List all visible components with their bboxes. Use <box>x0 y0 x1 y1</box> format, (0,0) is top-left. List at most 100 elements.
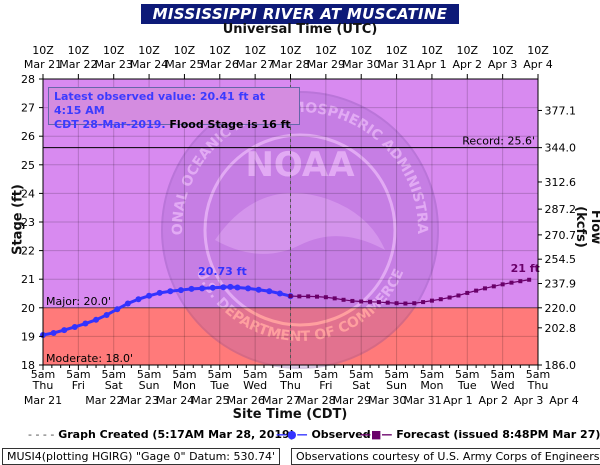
observed-point <box>146 292 153 299</box>
forecast-point <box>482 286 487 291</box>
forecast-point <box>368 299 373 304</box>
threshold-lines: Record: 25.6' Major: 20.0' Moderate: 18.0' <box>43 79 538 365</box>
x-tick-label-date: Apr 2 <box>479 394 509 407</box>
forecast-line <box>290 279 530 305</box>
y-tick-label-right: 237.9 <box>545 277 577 290</box>
x-tick-label-date: Mar 30 <box>368 394 406 407</box>
y-tick-label-left: 23 <box>21 216 35 229</box>
record-label: Record: 25.6' <box>462 135 535 148</box>
noaa-logo-text: NOAA <box>245 145 355 185</box>
forecast-point <box>323 295 328 300</box>
observed-point <box>156 289 163 296</box>
latest-observation-box: Latest observed value: 20.41 ft at 4:15 … <box>48 87 300 131</box>
y-tick-label-right: 202.8 <box>545 322 577 335</box>
forecast-point <box>412 301 417 306</box>
observed-point <box>93 316 100 323</box>
y-tick-label-right: 270.7 <box>545 229 577 242</box>
legend-forecast: —■— Forecast (issued 8:48PM Mar 27) <box>360 428 600 441</box>
x-tick-label-date: Mar 29 <box>333 394 371 407</box>
forecast-point <box>297 294 302 299</box>
forecast-point <box>306 294 311 299</box>
x-tick-label-weekday: Sat <box>352 379 371 392</box>
observed-point <box>82 320 89 327</box>
y-tick-label-left: 24 <box>21 187 35 200</box>
left-axis-title: Stage (ft) <box>10 184 26 255</box>
noaa-logo-inner <box>203 133 397 327</box>
legend-graph-created: - - - - Graph Created (5:17AM Mar 28, 20… <box>28 428 295 441</box>
forecast-point <box>465 290 470 295</box>
observed-point <box>199 285 206 292</box>
y-tick-label-left: 21 <box>21 273 35 286</box>
x-top-tick-label-date: Mar 26 <box>201 58 239 71</box>
observed-point <box>234 284 241 291</box>
forecast-point <box>438 297 443 302</box>
courtesy-footer: Observations courtesy of U.S. Army Corps… <box>291 448 600 465</box>
forecast-point <box>376 300 381 305</box>
y-tick-label-left: 20 <box>21 302 35 315</box>
y-tick-label-right: 254.5 <box>545 253 577 266</box>
latest-observation-line1: Latest observed value: 20.41 ft at 4:15 … <box>54 90 266 117</box>
x-top-tick-label-utc: 10Z <box>68 44 90 57</box>
x-tick-label-weekday: Fri <box>72 379 85 392</box>
x-tick-label-time: 5am <box>384 368 408 381</box>
y-tick-label-right: 220.0 <box>545 302 577 315</box>
y-tick-label-right: 186.0 <box>545 359 577 372</box>
x-tick-label-date: Apr 3 <box>514 394 544 407</box>
forecast-point <box>359 299 364 304</box>
x-tick-label-date: Apr 4 <box>549 394 579 407</box>
forecast-point <box>500 282 505 287</box>
observed-point <box>227 283 234 290</box>
chart-title-text: MISSISSIPPI RIVER AT MUSCATINE <box>140 4 460 24</box>
x-tick-label-date: Mar 21 <box>24 394 62 407</box>
chart-title: MISSISSIPPI RIVER AT MUSCATINE <box>0 4 600 24</box>
x-tick-label-time: 5am <box>208 368 232 381</box>
x-top-tick-label-utc: 10Z <box>350 44 372 57</box>
observed-point <box>61 327 68 334</box>
x-tick-label-time: 5am <box>314 368 338 381</box>
x-top-tick-label-date: Mar 23 <box>95 58 133 71</box>
y-tick-label-left: 28 <box>21 73 35 86</box>
x-top-tick-label-date: Mar 22 <box>59 58 97 71</box>
x-top-tick-label-date: Apr 2 <box>453 58 483 71</box>
forecast-point <box>491 284 496 289</box>
series-layer: 20.73 ft 21 ft <box>40 262 540 338</box>
x-tick-label-weekday: Sat <box>105 379 124 392</box>
y-tick-label-left: 18 <box>21 359 35 372</box>
observed-point <box>135 296 142 303</box>
x-top-tick-label-utc: 10Z <box>103 44 125 57</box>
major-label: Major: 20.0' <box>46 295 111 308</box>
forecast-point <box>527 277 532 282</box>
x-tick-label-time: 5am <box>349 368 373 381</box>
moderate-label: Moderate: 18.0' <box>46 352 133 365</box>
legend-observed: —●— Observed <box>276 428 371 441</box>
x-tick-label-date: Mar 27 <box>262 394 300 407</box>
observed-point <box>220 284 227 291</box>
forecast-point <box>288 294 293 299</box>
y-tick-label-left: 25 <box>21 159 35 172</box>
noaa-logo-circle <box>161 91 439 369</box>
right-axis-title: Flow (kcfs) <box>573 206 600 248</box>
y-tick-label-left: 22 <box>21 245 35 258</box>
y-tick-label-right: 377.1 <box>545 104 577 117</box>
x-tick-label-time: 5am <box>526 368 550 381</box>
x-tick-label-time: 5am <box>172 368 196 381</box>
x-top-tick-label-utc: 10Z <box>174 44 196 57</box>
observed-point <box>50 329 57 336</box>
y-tick-label-right: 287.2 <box>545 203 577 216</box>
forecast-point <box>332 296 337 301</box>
forecast-point <box>509 280 514 285</box>
x-tick-label-date: Mar 22 <box>85 394 123 407</box>
observed-point <box>209 284 216 291</box>
x-top-tick-label-date: Mar 24 <box>130 58 168 71</box>
datum-footer: MUSI4(plotting HGIRG) "Gage 0" Datum: 53… <box>2 448 281 465</box>
forecast-point <box>315 294 320 299</box>
x-top-tick-label-utc: 10Z <box>138 44 160 57</box>
x-tick-label-weekday: Sun <box>386 379 407 392</box>
observed-point <box>245 285 252 292</box>
x-top-tick-label-date: Apr 1 <box>417 58 447 71</box>
forecast-point <box>518 279 523 284</box>
x-tick-label-time: 5am <box>66 368 90 381</box>
x-top-tick-label-date: Mar 27 <box>236 58 274 71</box>
y-tick-label-right: 344.0 <box>545 142 577 155</box>
